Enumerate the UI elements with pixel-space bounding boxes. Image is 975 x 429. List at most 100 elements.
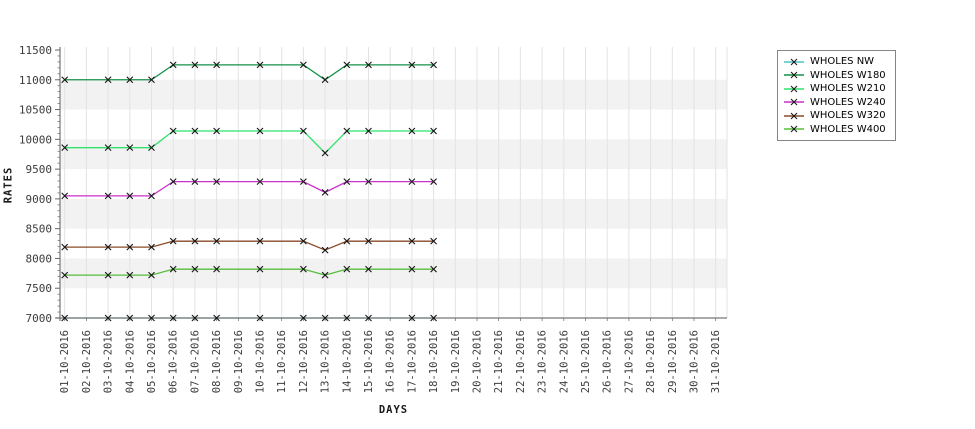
x-marker bbox=[300, 178, 307, 186]
y-tick-label: 11500 bbox=[19, 44, 52, 57]
x-marker bbox=[126, 144, 134, 152]
y-tick-label: 9500 bbox=[26, 163, 53, 176]
y-tick-label: 8000 bbox=[26, 252, 53, 265]
y-axis-title: RATES bbox=[2, 166, 15, 204]
x-marker bbox=[61, 271, 69, 279]
series-line-wholes-w320 bbox=[64, 240, 434, 251]
x-tick-label: 03-10-2016 bbox=[103, 330, 115, 393]
plot-band bbox=[60, 198, 727, 229]
legend-swatch-wholes-nw bbox=[784, 58, 804, 65]
x-marker bbox=[169, 178, 177, 186]
x-marker bbox=[300, 61, 307, 69]
x-marker bbox=[191, 61, 199, 69]
x-marker bbox=[191, 265, 199, 273]
x-marker bbox=[169, 127, 177, 135]
x-marker bbox=[430, 237, 437, 245]
legend-swatch-wholes-w180 bbox=[784, 71, 804, 79]
x-marker bbox=[148, 76, 155, 84]
legend-swatch-wholes-w320 bbox=[784, 112, 804, 120]
x-marker bbox=[191, 178, 199, 186]
plot-band bbox=[60, 258, 727, 289]
x-marker bbox=[365, 178, 372, 186]
x-marker bbox=[104, 192, 112, 200]
x-marker bbox=[104, 271, 112, 279]
x-tick-label: 14-10-2016 bbox=[341, 330, 353, 393]
x-marker bbox=[256, 178, 264, 186]
x-marker bbox=[365, 237, 372, 245]
x-tick-label: 17-10-2016 bbox=[406, 330, 418, 393]
x-tick-label: 08-10-2016 bbox=[211, 330, 223, 393]
legend-item: WHOLES W320 bbox=[784, 110, 889, 121]
x-marker bbox=[256, 265, 264, 273]
x-marker bbox=[104, 314, 112, 322]
legend-swatch-wholes-w240 bbox=[784, 98, 804, 106]
x-marker bbox=[213, 178, 220, 186]
x-tick-label: 18-10-2016 bbox=[428, 330, 440, 393]
x-marker bbox=[61, 76, 69, 84]
x-tick-label: 01-10-2016 bbox=[59, 330, 71, 393]
legend: WHOLES NW WHOLES W180 WHOLES W210 WHOLES W2… bbox=[777, 50, 896, 141]
x-marker bbox=[256, 314, 264, 322]
y-tick-label: 9000 bbox=[26, 193, 53, 206]
x-marker bbox=[169, 265, 177, 273]
x-tick-label: 16-10-2016 bbox=[385, 330, 397, 393]
x-marker bbox=[126, 314, 134, 322]
y-tick-label: 8500 bbox=[26, 223, 53, 236]
legend-label: WHOLES W240 bbox=[810, 96, 886, 108]
x-tick-label: 06-10-2016 bbox=[168, 330, 180, 393]
x-marker bbox=[256, 237, 264, 245]
y-ticks: 7000 7500 8000 8500 9000 9500 10000 10500 11000 1… bbox=[19, 44, 60, 325]
x-marker bbox=[430, 178, 437, 186]
x-marker bbox=[430, 61, 437, 69]
x-marker bbox=[169, 314, 177, 322]
legend-item: WHOLES W400 bbox=[784, 124, 889, 135]
x-marker bbox=[148, 314, 155, 322]
x-marker bbox=[343, 178, 351, 186]
x-tick-label: 29-10-2016 bbox=[667, 330, 679, 393]
x-marker bbox=[430, 314, 437, 322]
gridlines bbox=[64, 47, 728, 318]
x-tick-label: 02-10-2016 bbox=[81, 330, 93, 393]
x-marker bbox=[365, 61, 372, 69]
x-marker bbox=[365, 314, 372, 322]
series-line-wholes-w400 bbox=[64, 268, 434, 276]
x-marker bbox=[104, 243, 112, 251]
x-marker bbox=[256, 127, 264, 135]
x-tick-label: 11-10-2016 bbox=[276, 330, 288, 393]
y-tick-label: 7000 bbox=[26, 312, 53, 325]
x-axis-title: DAYS bbox=[378, 404, 409, 416]
x-tick-label: 28-10-2016 bbox=[645, 330, 657, 393]
x-tick-label: 21-10-2016 bbox=[493, 330, 505, 393]
axes bbox=[56, 47, 727, 321]
x-marker bbox=[365, 265, 372, 273]
x-marker bbox=[343, 127, 351, 135]
x-ticks: 01-10-2016 02-10-2016 03-10-2016 04-10-2016… bbox=[59, 318, 722, 393]
x-marker bbox=[300, 237, 307, 245]
x-marker bbox=[343, 265, 351, 273]
x-marker bbox=[321, 271, 329, 279]
legend-swatch-wholes-w400 bbox=[784, 126, 804, 133]
x-marker bbox=[191, 127, 199, 135]
x-marker bbox=[408, 265, 416, 273]
x-marker bbox=[408, 237, 416, 245]
series-line-wholes-w210 bbox=[64, 130, 434, 154]
x-marker bbox=[213, 265, 220, 273]
x-marker bbox=[408, 127, 416, 135]
x-marker bbox=[300, 314, 307, 322]
x-marker bbox=[256, 61, 264, 69]
x-marker bbox=[408, 178, 416, 186]
x-marker bbox=[61, 243, 69, 251]
x-marker bbox=[321, 149, 329, 157]
series-markers-wholes-w210 bbox=[61, 127, 437, 157]
x-marker bbox=[148, 271, 155, 279]
x-tick-label: 26-10-2016 bbox=[602, 330, 614, 393]
legend-item: WHOLES NW bbox=[784, 56, 889, 67]
x-marker bbox=[213, 61, 220, 69]
series-line-wholes-w240 bbox=[64, 180, 434, 197]
x-marker bbox=[191, 314, 199, 322]
x-marker bbox=[213, 314, 220, 322]
series-markers-wholes-w180 bbox=[61, 61, 437, 84]
legend-label: WHOLES W320 bbox=[810, 110, 886, 122]
x-marker bbox=[408, 61, 416, 69]
